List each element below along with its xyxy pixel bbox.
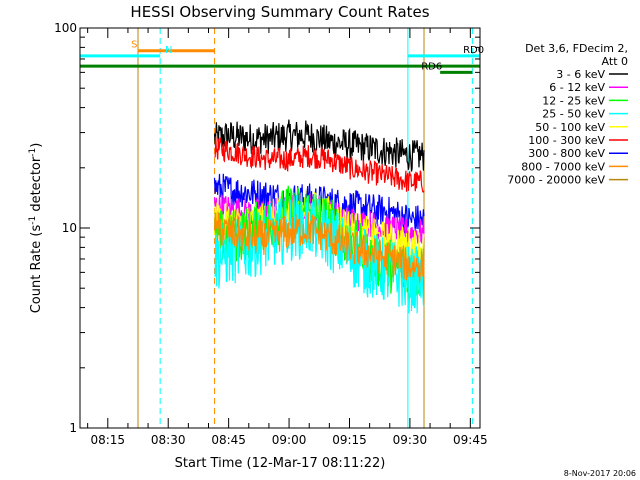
flag-label: N xyxy=(165,45,172,56)
x-tick-label: 09:45 xyxy=(453,433,488,447)
y-label-main: Count Rate (s xyxy=(29,225,44,314)
legend-label: 800 - 7000 keV xyxy=(521,160,605,173)
legend-header: Att 0 xyxy=(602,55,628,68)
x-tick-label: 08:45 xyxy=(211,433,246,447)
flag-label: S xyxy=(131,40,137,51)
series-line xyxy=(213,119,425,172)
y-tick-label: 100 xyxy=(54,21,77,35)
legend-label: 300 - 800 keV xyxy=(528,147,605,160)
flag-label: RD6 xyxy=(421,61,442,72)
x-tick-label: 09:30 xyxy=(393,433,428,447)
footer-timestamp: 8-Nov-2017 20:06 xyxy=(564,469,636,478)
legend-label: 12 - 25 keV xyxy=(542,94,605,107)
legend-label: 7000 - 20000 keV xyxy=(507,174,605,187)
legend-label: 100 - 300 keV xyxy=(528,134,605,147)
series-line xyxy=(214,192,425,314)
series-line xyxy=(213,212,425,283)
x-axis-label: Start Time (12-Mar-17 08:11:22) xyxy=(175,456,386,471)
y-label-end: ) xyxy=(29,143,44,148)
y-tick-label: 10 xyxy=(62,221,77,235)
flag-label: RD0 xyxy=(463,45,484,56)
legend-label: 6 - 12 keV xyxy=(549,81,605,94)
y-label-sup2: -1 xyxy=(28,148,38,157)
chart-title: HESSI Observing Summary Count Rates xyxy=(130,3,429,21)
x-axis-ticks: 08:15 08:30 08:45 09:00 09:15 09:30 09:45 xyxy=(87,28,488,447)
legend-label: 50 - 100 keV xyxy=(535,121,605,134)
y-axis-label: Count Rate (s-1 detector-1) xyxy=(28,143,44,314)
x-tick-label: 08:30 xyxy=(151,433,186,447)
y-label-mid: detector xyxy=(29,156,44,216)
series-group xyxy=(213,119,425,314)
y-tick-label: 1 xyxy=(69,421,77,435)
x-tick-label: 09:15 xyxy=(332,433,367,447)
series-line xyxy=(214,136,425,193)
legend-header: Det 3,6, FDecim 2, xyxy=(525,42,628,55)
y-label-sup1: -1 xyxy=(28,216,38,225)
y-axis-ticks: 1 10 100 xyxy=(54,21,480,435)
x-tick-label: 09:00 xyxy=(272,433,307,447)
legend-label: 25 - 50 keV xyxy=(542,108,605,121)
flag-lines: S N RD0 RD6 xyxy=(80,40,484,74)
x-tick-label: 08:15 xyxy=(90,433,125,447)
legend-label: 3 - 6 keV xyxy=(556,68,605,81)
